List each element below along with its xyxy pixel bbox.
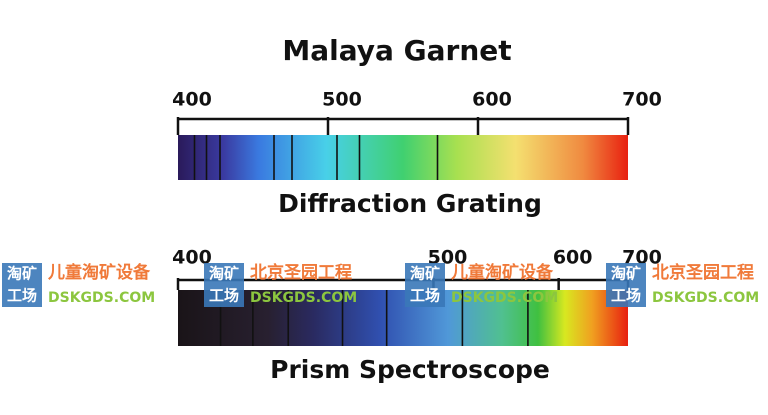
watermark-badge-text: 淘矿 [6, 265, 37, 283]
tick-label: 700 [622, 89, 662, 111]
watermark-badge [606, 263, 646, 307]
caption: Prism Spectroscope [270, 355, 550, 384]
watermark-name: 儿童淘矿设备 [450, 262, 554, 283]
watermark-site: DSKGDS.COM [652, 290, 759, 306]
watermark-name: 北京圣园工程 [250, 262, 352, 283]
caption: Diffraction Grating [278, 189, 542, 218]
tick-label: 500 [322, 89, 362, 111]
watermark-site: DSKGDS.COM [451, 290, 558, 306]
watermark-badge-text: 淘矿 [610, 265, 641, 283]
watermark-site: DSKGDS.COM [48, 290, 155, 306]
spectrum-bar [178, 135, 628, 180]
spectrum-bar [178, 290, 628, 346]
watermark-badge-text: 淘矿 [409, 265, 440, 283]
tick-label: 400 [172, 247, 212, 269]
watermark-badge-text: 工场 [410, 287, 440, 305]
watermark-badge-text: 工场 [7, 287, 37, 305]
watermark-badge [204, 263, 244, 307]
watermark-site: DSKGDS.COM [250, 290, 357, 306]
watermark-badge-text: 淘矿 [208, 265, 239, 283]
tick-label: 400 [172, 89, 212, 111]
tick-label: 600 [553, 247, 593, 269]
watermark-badge-text: 工场 [611, 287, 641, 305]
title: Malaya Garnet [282, 34, 511, 67]
tick-label: 600 [472, 89, 512, 111]
watermark-badge [2, 263, 42, 307]
watermark-badge [405, 263, 445, 307]
watermark-name: 儿童淘矿设备 [47, 262, 151, 283]
watermark-name: 北京圣园工程 [652, 262, 754, 283]
watermark-badge-text: 工场 [209, 287, 239, 305]
